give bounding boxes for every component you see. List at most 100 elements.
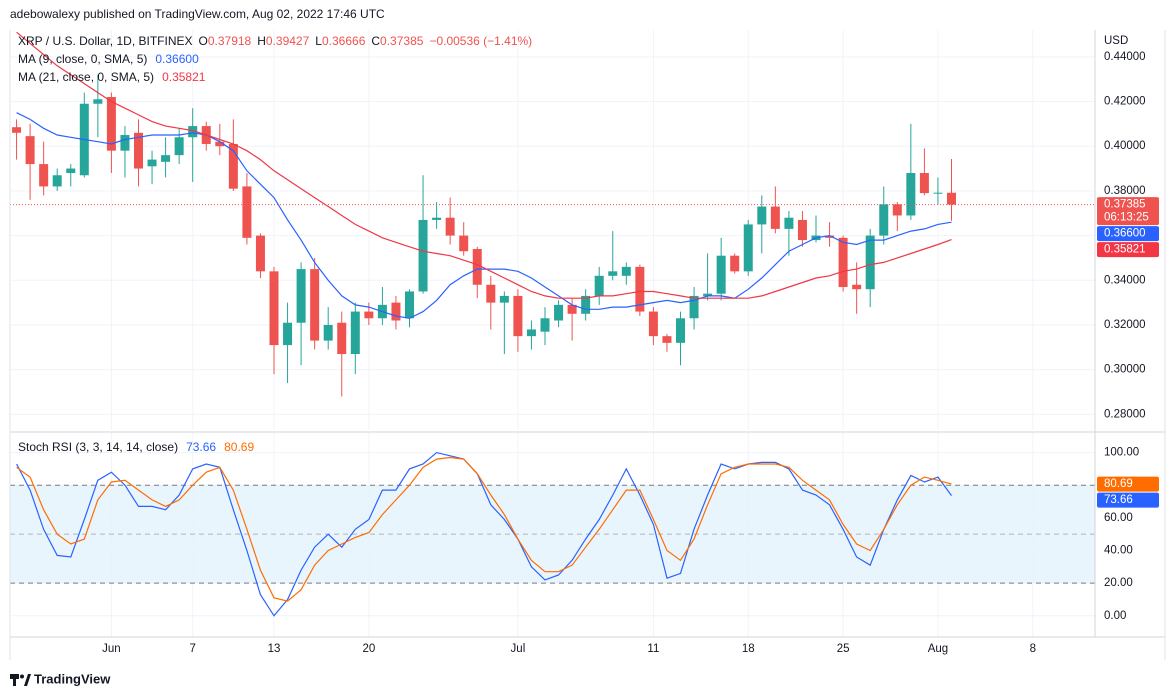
candle-body bbox=[161, 155, 171, 162]
legend-value: 0.36666 bbox=[322, 34, 366, 48]
legend-key: L bbox=[315, 34, 322, 48]
y-tick-label: 0.34000 bbox=[1104, 274, 1146, 286]
legend-ma: MA (9, close, 0, SMA, 5) 0.36600 bbox=[18, 52, 199, 66]
x-tick-label: 18 bbox=[742, 643, 755, 655]
candle-body bbox=[350, 311, 360, 355]
legend-change: −0.00536 (−1.41%) bbox=[429, 34, 532, 48]
candle-body bbox=[797, 219, 807, 241]
legend-value: 80.69 bbox=[224, 440, 254, 454]
x-tick-label: 25 bbox=[837, 643, 850, 655]
candle-body bbox=[906, 173, 916, 216]
legend-value: 73.66 bbox=[186, 440, 216, 454]
legend-value: 0.39427 bbox=[266, 34, 310, 48]
candle-body bbox=[648, 311, 658, 337]
price-badge bbox=[1097, 476, 1159, 492]
footer-logo bbox=[10, 674, 31, 686]
candle-body bbox=[689, 295, 699, 319]
candle-body bbox=[621, 266, 631, 276]
candle-body bbox=[743, 224, 753, 272]
price-badge-label: 73.66 bbox=[1104, 494, 1133, 506]
candle-body bbox=[865, 235, 875, 290]
candle-body bbox=[310, 269, 320, 341]
candle-body bbox=[391, 302, 401, 321]
legend-ma: MA (21, close, 0, SMA, 5) 0.35821 bbox=[18, 70, 206, 84]
candle-body bbox=[269, 271, 279, 346]
candle-body bbox=[581, 295, 591, 314]
candle-body bbox=[283, 322, 293, 346]
candle-body bbox=[540, 318, 550, 332]
x-tick-label: 13 bbox=[268, 643, 281, 655]
x-tick-label: Jul bbox=[511, 643, 526, 655]
candle-body bbox=[445, 217, 455, 236]
candle-body bbox=[757, 206, 767, 225]
candle-body bbox=[25, 136, 35, 165]
series-line bbox=[16, 112, 952, 319]
candle-body bbox=[228, 143, 238, 189]
series-line bbox=[16, 451, 952, 617]
price-badge bbox=[1097, 197, 1159, 226]
y-tick-label: 0.38000 bbox=[1104, 185, 1146, 197]
x-tick-label: 8 bbox=[1030, 643, 1036, 655]
candle-body bbox=[730, 255, 740, 272]
x-tick-label: 20 bbox=[362, 643, 375, 655]
x-tick-label: 7 bbox=[189, 643, 195, 655]
candle-body bbox=[919, 173, 929, 194]
candle-body bbox=[106, 97, 116, 151]
candle-body bbox=[418, 219, 428, 292]
y-tick-label: 0.30000 bbox=[1104, 364, 1146, 376]
y-tick-label: 0.40000 bbox=[1104, 140, 1146, 152]
axes: Jun 7 13 20 Jul 11 18 25 Aug 8 0.28000 0.30000 0.320… bbox=[102, 51, 1159, 655]
candle-body bbox=[52, 175, 62, 187]
candle-body bbox=[513, 295, 523, 337]
candle-body bbox=[499, 295, 509, 303]
y-tick-label: 60.00 bbox=[1104, 512, 1133, 524]
x-tick-label: 11 bbox=[647, 643, 659, 655]
candle-body bbox=[12, 127, 22, 133]
candle-body bbox=[472, 248, 482, 285]
candle-body bbox=[296, 269, 306, 323]
series-line bbox=[16, 456, 952, 602]
candle-body bbox=[825, 235, 835, 238]
candle-body bbox=[879, 204, 889, 236]
candle-body bbox=[703, 293, 713, 296]
candle-body bbox=[676, 318, 685, 343]
candle-body bbox=[716, 255, 726, 294]
candle-body bbox=[93, 99, 103, 104]
indicator-pane bbox=[10, 451, 1095, 617]
legend-value: 0.35821 bbox=[162, 70, 206, 84]
y-tick-label: 0.28000 bbox=[1104, 408, 1146, 420]
candle-body bbox=[188, 126, 198, 138]
candle-body bbox=[215, 141, 225, 147]
candle-body bbox=[784, 217, 794, 229]
y-axis-label: USD bbox=[1104, 35, 1128, 47]
candle-body bbox=[255, 235, 265, 272]
candle-body bbox=[933, 192, 943, 194]
candle-body bbox=[838, 237, 848, 287]
candle-body bbox=[459, 235, 469, 252]
legend-value: 0.37385 bbox=[380, 34, 424, 48]
candle-body bbox=[662, 336, 672, 343]
price-pane bbox=[10, 31, 1095, 397]
candle-body bbox=[770, 206, 780, 229]
candle-body bbox=[66, 168, 76, 174]
legend-title: XRP / U.S. Dollar, 1D, BITFINEX bbox=[18, 34, 193, 48]
y-tick-label: 0.44000 bbox=[1104, 51, 1146, 63]
candle-body bbox=[174, 137, 184, 156]
candle-body bbox=[567, 304, 577, 314]
legend-name: MA (9, close, 0, SMA, 5) bbox=[18, 52, 147, 66]
candle-body bbox=[242, 186, 252, 238]
legend-name: MA (21, close, 0, SMA, 5) bbox=[18, 70, 154, 84]
legend-key: C bbox=[371, 34, 380, 48]
price-badge bbox=[1097, 226, 1159, 242]
candle-body bbox=[364, 311, 374, 319]
price-badge bbox=[1097, 492, 1159, 508]
y-tick-label: 0.32000 bbox=[1104, 319, 1146, 331]
y-tick-label: 20.00 bbox=[1104, 577, 1133, 589]
legend-key: O bbox=[199, 34, 208, 48]
candle-body bbox=[323, 324, 333, 341]
legend-title: Stoch RSI (3, 3, 14, 14, close) bbox=[18, 440, 178, 454]
price-badge-label: 0.37385 bbox=[1104, 199, 1146, 211]
header-text: adebowalexy published on TradingView.com… bbox=[10, 7, 385, 21]
